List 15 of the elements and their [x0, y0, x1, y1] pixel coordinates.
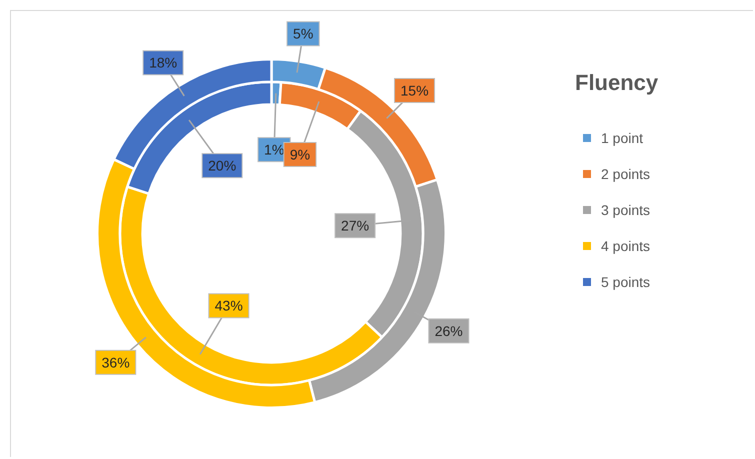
data-label: 18% [149, 54, 178, 71]
legend-label: 1 point [601, 130, 644, 146]
data-label: 9% [290, 146, 310, 162]
legend-label: 4 points [601, 238, 650, 254]
data-label: 5% [293, 26, 314, 42]
legend-label: 5 points [601, 274, 650, 290]
data-label: 27% [341, 217, 370, 234]
legend-title: Fluency [575, 70, 660, 96]
data-label: 43% [214, 298, 243, 314]
data-label: 1% [264, 141, 284, 158]
data-label: 36% [102, 354, 130, 370]
legend-label: 2 points [601, 166, 650, 182]
legend-label: 3 points [601, 202, 650, 218]
data-label: 15% [400, 82, 429, 98]
data-label: 20% [208, 157, 236, 174]
